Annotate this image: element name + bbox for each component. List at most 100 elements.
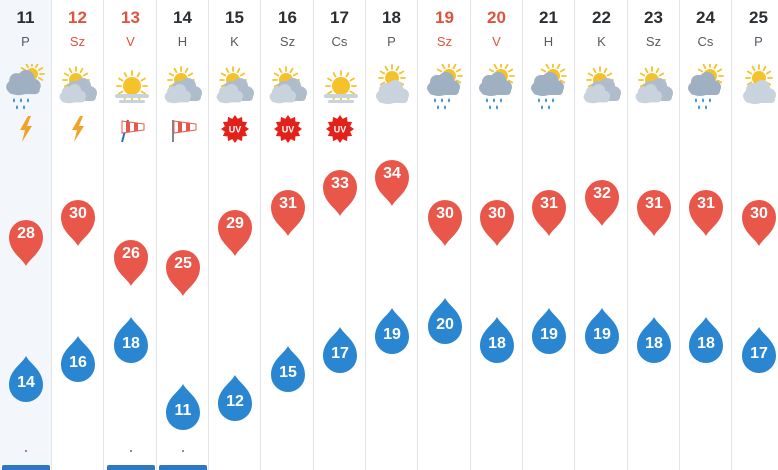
high-temp-value: 30 [488, 205, 506, 222]
low-temp-value: 19 [383, 326, 401, 343]
low-temp-drop: 18 [112, 315, 150, 367]
partly-cloudy-icon [264, 64, 312, 110]
low-temp-drop: 19 [530, 306, 568, 358]
high-temp-value: 29 [226, 215, 244, 232]
low-temp-value: 18 [122, 335, 140, 352]
high-temp-value: 31 [645, 195, 663, 212]
day-date: 16 [278, 8, 297, 27]
low-temp-value: 12 [226, 393, 244, 410]
high-temp-pin: 30 [426, 198, 464, 250]
high-temp-pin: 34 [373, 158, 411, 210]
day-column[interactable]: 17 Cs UV 33 17 [314, 0, 366, 470]
high-temp-value: 25 [174, 255, 192, 272]
precip-dot [182, 450, 184, 452]
low-temp-drop: 16 [59, 334, 97, 386]
low-temp-value: 16 [69, 354, 87, 371]
low-temp-drop: 15 [269, 344, 307, 396]
cloudy-sun-icon [735, 64, 778, 110]
sunny-haze-icon [107, 64, 155, 110]
windsock-icon [168, 114, 198, 144]
day-date: 12 [68, 8, 87, 27]
day-of-week: Cs [697, 34, 714, 49]
uv-icon: UV [220, 114, 250, 144]
high-temp-value: 30 [750, 205, 768, 222]
cloudy-sun-icon [368, 64, 416, 110]
high-temp-pin: 26 [112, 238, 150, 290]
low-temp-drop: 18 [635, 315, 673, 367]
day-of-week: P [21, 34, 30, 49]
day-column[interactable]: 21 H 31 19 [523, 0, 575, 470]
low-temp-value: 17 [750, 345, 768, 362]
day-of-week: P [754, 34, 763, 49]
rain-sun-icon [421, 62, 469, 110]
high-temp-value: 34 [383, 165, 401, 182]
day-date: 20 [487, 8, 506, 27]
day-column[interactable]: 15 K UV 29 12 [209, 0, 261, 470]
day-column[interactable]: 24 Cs 31 18 [680, 0, 732, 470]
day-date: 14 [173, 8, 192, 27]
day-column[interactable]: 18 P 34 19 [366, 0, 418, 470]
low-temp-value: 18 [645, 335, 663, 352]
high-temp-pin: 29 [216, 208, 254, 260]
high-temp-value: 30 [436, 205, 454, 222]
high-temp-pin: 30 [740, 198, 778, 250]
day-of-week: Sz [436, 34, 453, 49]
high-temp-value: 32 [593, 185, 611, 202]
high-temp-pin: 28 [7, 218, 45, 270]
low-temp-value: 18 [697, 335, 715, 352]
day-column[interactable]: 20 V 30 18 [471, 0, 523, 470]
low-temp-drop: 20 [426, 296, 464, 348]
high-temp-value: 28 [17, 225, 35, 242]
day-date: 18 [382, 8, 401, 27]
day-date: 22 [592, 8, 611, 27]
day-column[interactable]: 19 Sz 30 20 [419, 0, 471, 470]
high-temp-value: 30 [69, 205, 87, 222]
day-date: 24 [696, 8, 715, 27]
day-column[interactable]: 13 V 26 18 [105, 0, 157, 470]
day-date: 25 [749, 8, 768, 27]
day-of-week: K [597, 34, 606, 49]
rain-sun-icon [682, 62, 730, 110]
day-column[interactable]: 22 K 32 19 [576, 0, 628, 470]
high-temp-value: 33 [331, 175, 349, 192]
partly-cloudy-icon [630, 64, 678, 110]
rain-sun-icon [473, 62, 521, 110]
high-temp-pin: 31 [635, 188, 673, 240]
svg-text:UV: UV [282, 125, 295, 135]
day-column[interactable]: 12 Sz 30 16 [52, 0, 104, 470]
partly-cloudy-icon [211, 64, 259, 110]
rain-sun-icon [525, 62, 573, 110]
partly-cloudy-icon [578, 64, 626, 110]
high-temp-pin: 31 [687, 188, 725, 240]
high-temp-pin: 33 [321, 168, 359, 220]
day-column[interactable]: 16 Sz UV 31 15 [262, 0, 314, 470]
day-date: 23 [644, 8, 663, 27]
high-temp-pin: 31 [530, 188, 568, 240]
high-temp-value: 31 [279, 195, 297, 212]
windsock-icon [116, 114, 146, 144]
day-of-week: P [387, 34, 396, 49]
high-temp-pin: 30 [478, 198, 516, 250]
precip-bar [107, 465, 155, 470]
day-column[interactable]: 23 Sz 31 18 [628, 0, 680, 470]
precip-dot [25, 450, 27, 452]
uv-icon: UV [325, 114, 355, 144]
low-temp-drop: 14 [7, 354, 45, 406]
low-temp-drop: 17 [321, 325, 359, 377]
low-temp-value: 17 [331, 345, 349, 362]
precip-dot [130, 450, 132, 452]
day-column[interactable]: 11 P 28 14 [0, 0, 52, 470]
day-column[interactable]: 14 H 25 11 [157, 0, 209, 470]
day-of-week: Sz [279, 34, 296, 49]
high-temp-value: 31 [540, 195, 558, 212]
precip-bar [2, 465, 50, 470]
high-temp-value: 31 [697, 195, 715, 212]
day-of-week: Sz [645, 34, 662, 49]
high-temp-pin: 32 [583, 178, 621, 230]
sunny-haze-icon [316, 64, 364, 110]
day-date: 13 [121, 8, 140, 27]
low-temp-drop: 19 [373, 306, 411, 358]
day-column[interactable]: 25 P 30 17 [733, 0, 778, 470]
day-date: 21 [539, 8, 558, 27]
